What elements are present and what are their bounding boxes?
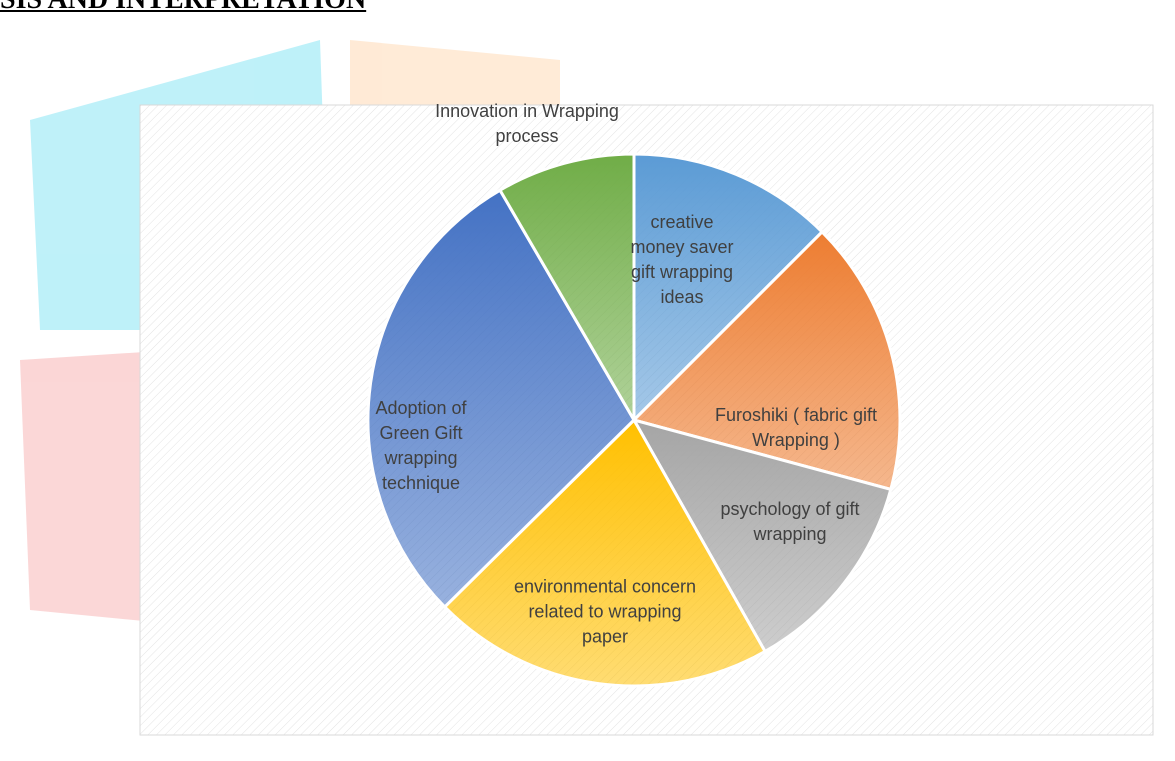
slice-label: environmental concern related to wrappin…: [513, 576, 697, 647]
heading: SIS AND INTERPRETATION: [0, 0, 366, 16]
slice-label: Adoption of Green Gift wrapping techniqu…: [375, 398, 467, 493]
pie-slice: [632, 152, 825, 424]
pie-slice: [630, 417, 893, 654]
pie-slice: [497, 152, 636, 426]
pie-slice: [442, 417, 768, 688]
slice-label: Innovation in Wrapping process: [435, 101, 619, 146]
pie-slice: [631, 229, 902, 492]
slice-label: creative money saver gift wrapping ideas: [630, 212, 734, 307]
pie-slice: [366, 188, 636, 610]
slice-label: psychology of gift wrapping: [720, 499, 860, 544]
slice-label: Furoshiki ( fabric gift Wrapping ): [714, 405, 878, 450]
